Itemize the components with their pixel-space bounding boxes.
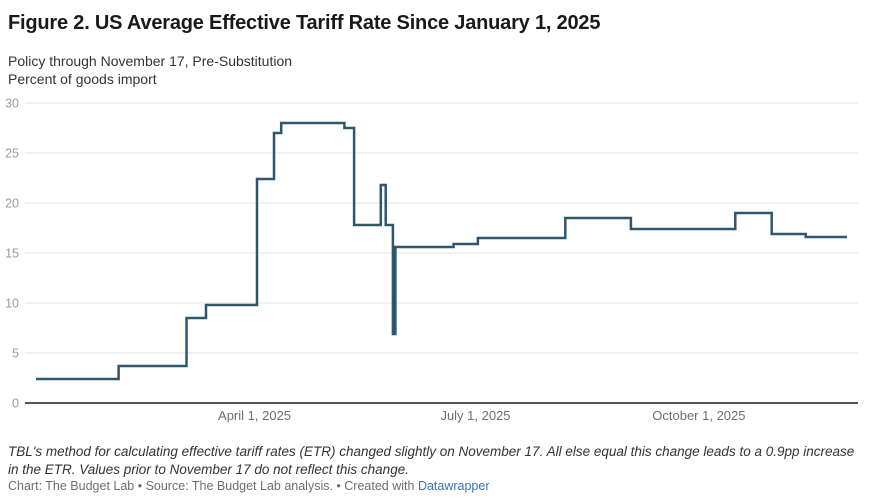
tariff-rate-chart: 0 5 10 15 20 25 30 April 1, 2025 July 1, 2025 Oct… <box>5 96 858 423</box>
y-tick-label: 20 <box>5 196 19 210</box>
y-tick-label: 10 <box>5 296 19 310</box>
x-tick-label: October 1, 2025 <box>652 408 745 423</box>
y-tick-label: 5 <box>12 346 19 360</box>
y-tick-label: 15 <box>5 246 19 260</box>
chart-area: 0 5 10 15 20 25 30 April 1, 2025 July 1, 2025 Oct… <box>0 95 872 430</box>
chart-title: Figure 2. US Average Effective Tariff Ra… <box>8 12 601 34</box>
chart-unit-label: Percent of goods import <box>8 71 157 87</box>
y-tick-label: 30 <box>5 96 19 110</box>
datawrapper-link[interactable]: Datawrapper <box>417 479 490 493</box>
y-tick-label: 0 <box>12 396 19 410</box>
chart-footnote: TBL's method for calculating effective t… <box>8 444 855 477</box>
x-tick-label: April 1, 2025 <box>218 408 291 423</box>
y-tick-label: 25 <box>5 146 19 160</box>
credit-text: Chart: The Budget Lab • Source: The Budg… <box>8 479 418 493</box>
chart-subtitle: Policy through November 17, Pre-Substitu… <box>8 53 293 69</box>
chart-credit: Chart: The Budget Lab • Source: The Budg… <box>8 479 490 493</box>
x-tick-label: July 1, 2025 <box>440 408 510 423</box>
tariff-rate-line <box>36 121 847 381</box>
